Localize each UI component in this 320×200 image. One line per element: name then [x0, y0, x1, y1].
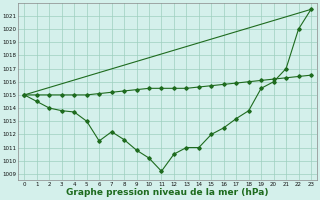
X-axis label: Graphe pression niveau de la mer (hPa): Graphe pression niveau de la mer (hPa) [67, 188, 269, 197]
